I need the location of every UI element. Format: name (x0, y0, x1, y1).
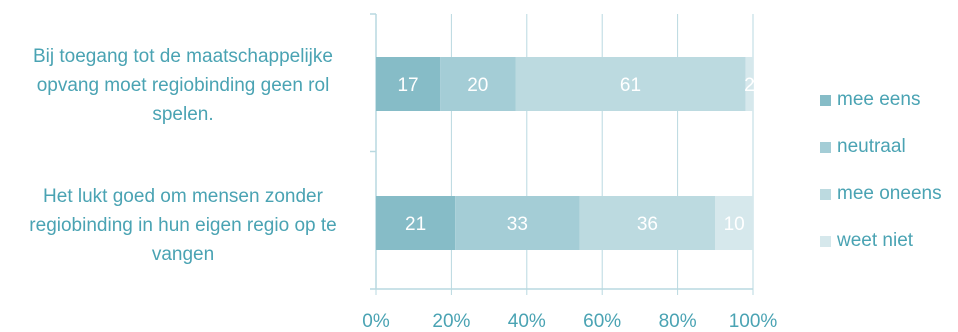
legend-item-mee-oneens: mee oneens (820, 182, 942, 206)
category-label-0-line-0: Bij toegang tot de maatschappelijke (33, 46, 333, 67)
legend-swatch-mee-oneens (820, 188, 831, 200)
bar-segment-1-2 (579, 196, 716, 250)
data-label-0-2: 61 (620, 75, 641, 96)
bar-segment-0-0 (376, 57, 441, 111)
legend-label-mee-oneens: mee oneens (837, 183, 942, 204)
category-label-1-line-2: vangen (151, 244, 215, 265)
data-label-0-0: 17 (397, 75, 418, 96)
legend-label-neutraal: neutraal (837, 136, 906, 157)
x-tick-label-5: 100% (729, 311, 778, 332)
x-tick-label-3: 60% (583, 311, 621, 332)
x-tick-label-1: 20% (432, 311, 470, 332)
category-label-0: Bij toegang tot de maatschappelijke opva… (0, 42, 366, 129)
legend-item-mee-eens: mee eens (820, 88, 920, 112)
legend-swatch-neutraal (820, 141, 831, 153)
bar-segment-1-3 (715, 196, 753, 250)
category-label-1-line-0: Het lukt goed om mensen zonder (43, 186, 323, 207)
data-label-1-0: 21 (405, 214, 426, 235)
data-label-0-3: 2 (744, 75, 755, 96)
x-tick-label-2: 40% (508, 311, 546, 332)
legend-item-weet-niet: weet niet (820, 229, 913, 253)
category-label-1-line-1: regiobinding in hun eigen regio op te (29, 215, 337, 236)
bar-segment-1-1 (455, 196, 580, 250)
x-tick-label-4: 80% (659, 311, 697, 332)
category-label-0-line-2: spelen. (152, 104, 214, 125)
legend-item-neutraal: neutraal (820, 135, 906, 159)
bar-segment-0-2 (515, 57, 746, 111)
legend-swatch-weet-niet (820, 235, 831, 247)
bar-segment-0-1 (440, 57, 516, 111)
legend-label-weet-niet: weet niet (837, 230, 914, 251)
data-label-0-1: 20 (467, 75, 488, 96)
bar-segment-1-0 (376, 196, 456, 250)
legend-label-mee-eens: mee eens (837, 89, 921, 110)
x-tick-label-0: 0% (362, 311, 390, 332)
category-label-0-line-1: opvang moet regiobinding geen rol (36, 75, 330, 96)
data-label-1-3: 10 (724, 214, 745, 235)
legend-swatch-mee-eens (820, 94, 831, 106)
bar-segment-0-3 (745, 57, 753, 111)
category-label-1: Het lukt goed om mensen zonder regiobind… (0, 182, 366, 269)
data-label-1-2: 36 (637, 214, 658, 235)
data-label-1-1: 33 (507, 214, 528, 235)
